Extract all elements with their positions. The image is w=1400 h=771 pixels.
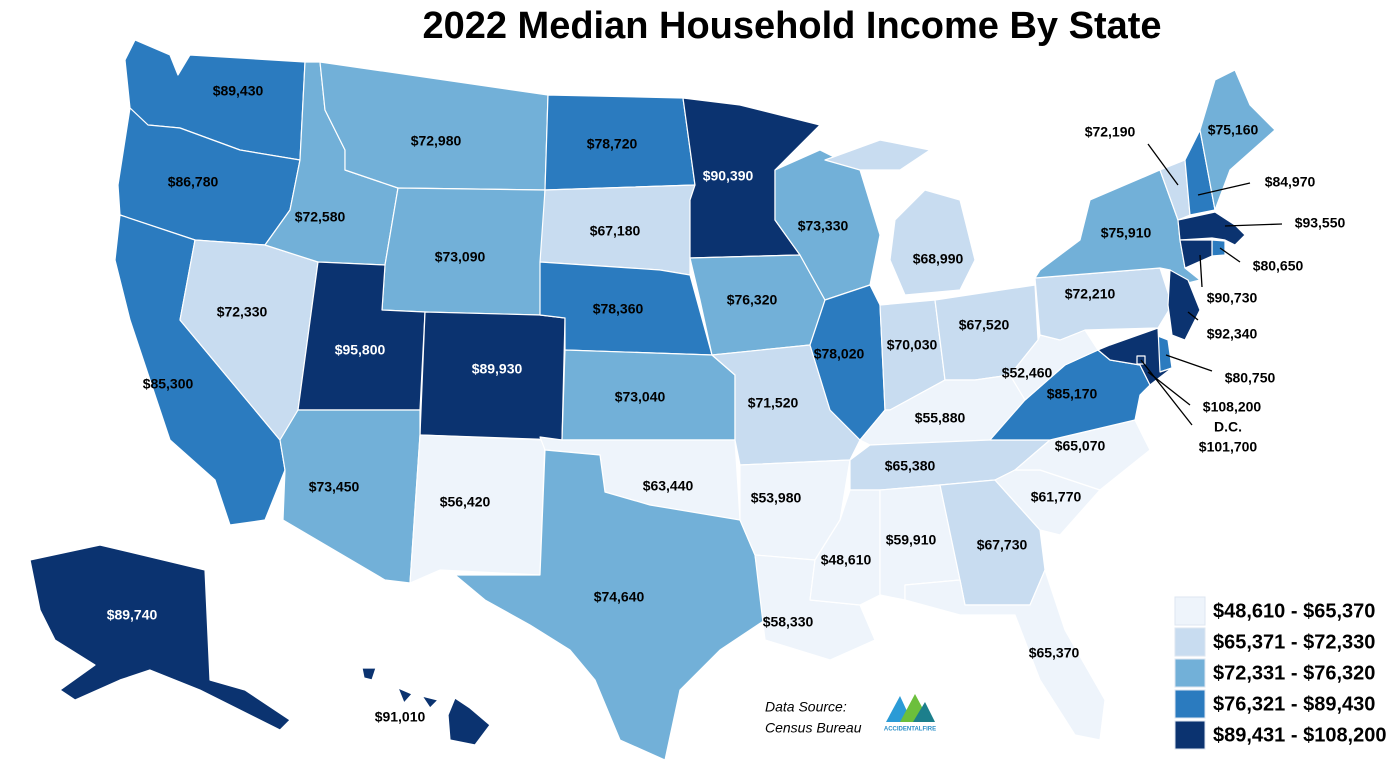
legend-swatch	[1174, 720, 1206, 750]
legend-label: $72,331 - $76,320	[1213, 662, 1375, 684]
state	[361, 667, 491, 746]
state-value: $85,170	[1047, 386, 1098, 402]
state-value: $86,780	[168, 174, 219, 190]
legend-label: $76,321 - $89,430	[1213, 693, 1375, 715]
state	[1034, 267, 1173, 341]
state-value: $85,300	[143, 376, 194, 392]
state-value: $72,980	[411, 133, 462, 149]
state	[454, 449, 766, 761]
source-label: Data Source:	[765, 699, 847, 715]
state-value: $78,360	[593, 301, 644, 317]
state-value: $78,720	[587, 136, 638, 152]
legend-swatch	[1174, 689, 1206, 719]
state-value: $80,650	[1253, 258, 1304, 274]
leader-line	[1140, 359, 1193, 426]
state-value: $90,390	[703, 168, 754, 184]
leader-line	[1224, 223, 1283, 227]
state-value: $53,980	[751, 490, 802, 506]
state	[1177, 211, 1246, 246]
state-value: $68,990	[913, 251, 964, 267]
state-value: $63,440	[643, 478, 694, 494]
state	[824, 139, 976, 296]
state	[1199, 69, 1276, 211]
state-value: $91,010	[375, 709, 426, 725]
state-value: $95,800	[335, 342, 386, 358]
leader-line	[1219, 247, 1241, 263]
state-value: $67,730	[977, 537, 1028, 553]
state-value: $90,730	[1207, 290, 1258, 306]
leader-line	[1187, 311, 1199, 321]
state-value: $56,420	[440, 494, 491, 510]
state-name: D.C.	[1214, 419, 1242, 435]
state-value: $75,160	[1208, 122, 1259, 138]
state-labels: $89,430 $86,780 $85,300 $72,330 $72,580 $72,9…	[107, 83, 1346, 725]
state-value: $67,520	[959, 317, 1010, 333]
state-value: $73,040	[615, 389, 666, 405]
state-value: $84,970	[1265, 174, 1316, 190]
state	[279, 409, 421, 584]
state-value: $58,330	[763, 614, 814, 630]
state	[1097, 327, 1173, 386]
state-value: $72,580	[295, 209, 346, 225]
state-value: $73,090	[435, 249, 486, 265]
state-value: $65,380	[885, 458, 936, 474]
state-value: $72,190	[1085, 124, 1136, 140]
state-value: $59,910	[886, 532, 937, 548]
state-value: $67,180	[590, 223, 641, 239]
legend-swatch	[1174, 596, 1206, 626]
state-value: $101,700	[1199, 439, 1258, 455]
leader-line	[1197, 182, 1251, 196]
state-value: $108,200	[1203, 399, 1262, 415]
state-value: $89,740	[107, 607, 158, 623]
state	[29, 544, 291, 731]
leader-line	[1165, 354, 1213, 372]
state-value: $73,450	[309, 479, 360, 495]
state-value: $89,930	[472, 361, 523, 377]
state-value: $80,750	[1225, 370, 1276, 386]
logo-peak	[913, 702, 935, 722]
state-value: $65,370	[1029, 645, 1080, 661]
state-value: $92,340	[1207, 326, 1258, 342]
state-value: $89,430	[213, 83, 264, 99]
state-value: $48,610	[821, 552, 872, 568]
source-name: Census Bureau	[765, 720, 862, 736]
state	[904, 569, 1106, 741]
state	[1167, 269, 1201, 341]
logo-text: ACCIDENTALFIRE	[884, 727, 936, 733]
state-value: $71,520	[748, 395, 799, 411]
map-title: 2022 Median Household Income By State	[422, 5, 1161, 47]
state-value: $78,020	[814, 346, 865, 362]
states	[29, 39, 1276, 761]
state-value: $65,070	[1055, 438, 1106, 454]
state	[1179, 239, 1213, 269]
state-value: $74,640	[594, 589, 645, 605]
legend: $48,610 - $65,370 $65,371 - $72,330 $72,33…	[1174, 596, 1387, 750]
state	[409, 434, 546, 584]
legend-swatch	[1174, 627, 1206, 657]
legend-label: $48,610 - $65,370	[1213, 600, 1375, 622]
leader-line	[1199, 254, 1203, 288]
legend-label: $65,371 - $72,330	[1213, 631, 1375, 653]
state-value: $52,460	[1002, 365, 1053, 381]
state-value: $73,330	[798, 218, 849, 234]
leader-line	[1147, 143, 1179, 186]
state-value: $75,910	[1101, 225, 1152, 241]
state-value: $76,320	[727, 292, 778, 308]
state-value: $61,770	[1031, 489, 1082, 505]
state-value: $55,880	[915, 410, 966, 426]
state-value: $72,330	[217, 304, 268, 320]
state-value: $70,030	[887, 337, 938, 353]
logo: ACCIDENTALFIRE	[884, 694, 936, 733]
legend-label: $89,431 - $108,200	[1213, 724, 1387, 746]
state	[1211, 239, 1226, 257]
state-value: $93,550	[1295, 215, 1346, 231]
state	[319, 61, 549, 191]
legend-swatch	[1174, 658, 1206, 688]
state-value: $72,210	[1065, 286, 1116, 302]
